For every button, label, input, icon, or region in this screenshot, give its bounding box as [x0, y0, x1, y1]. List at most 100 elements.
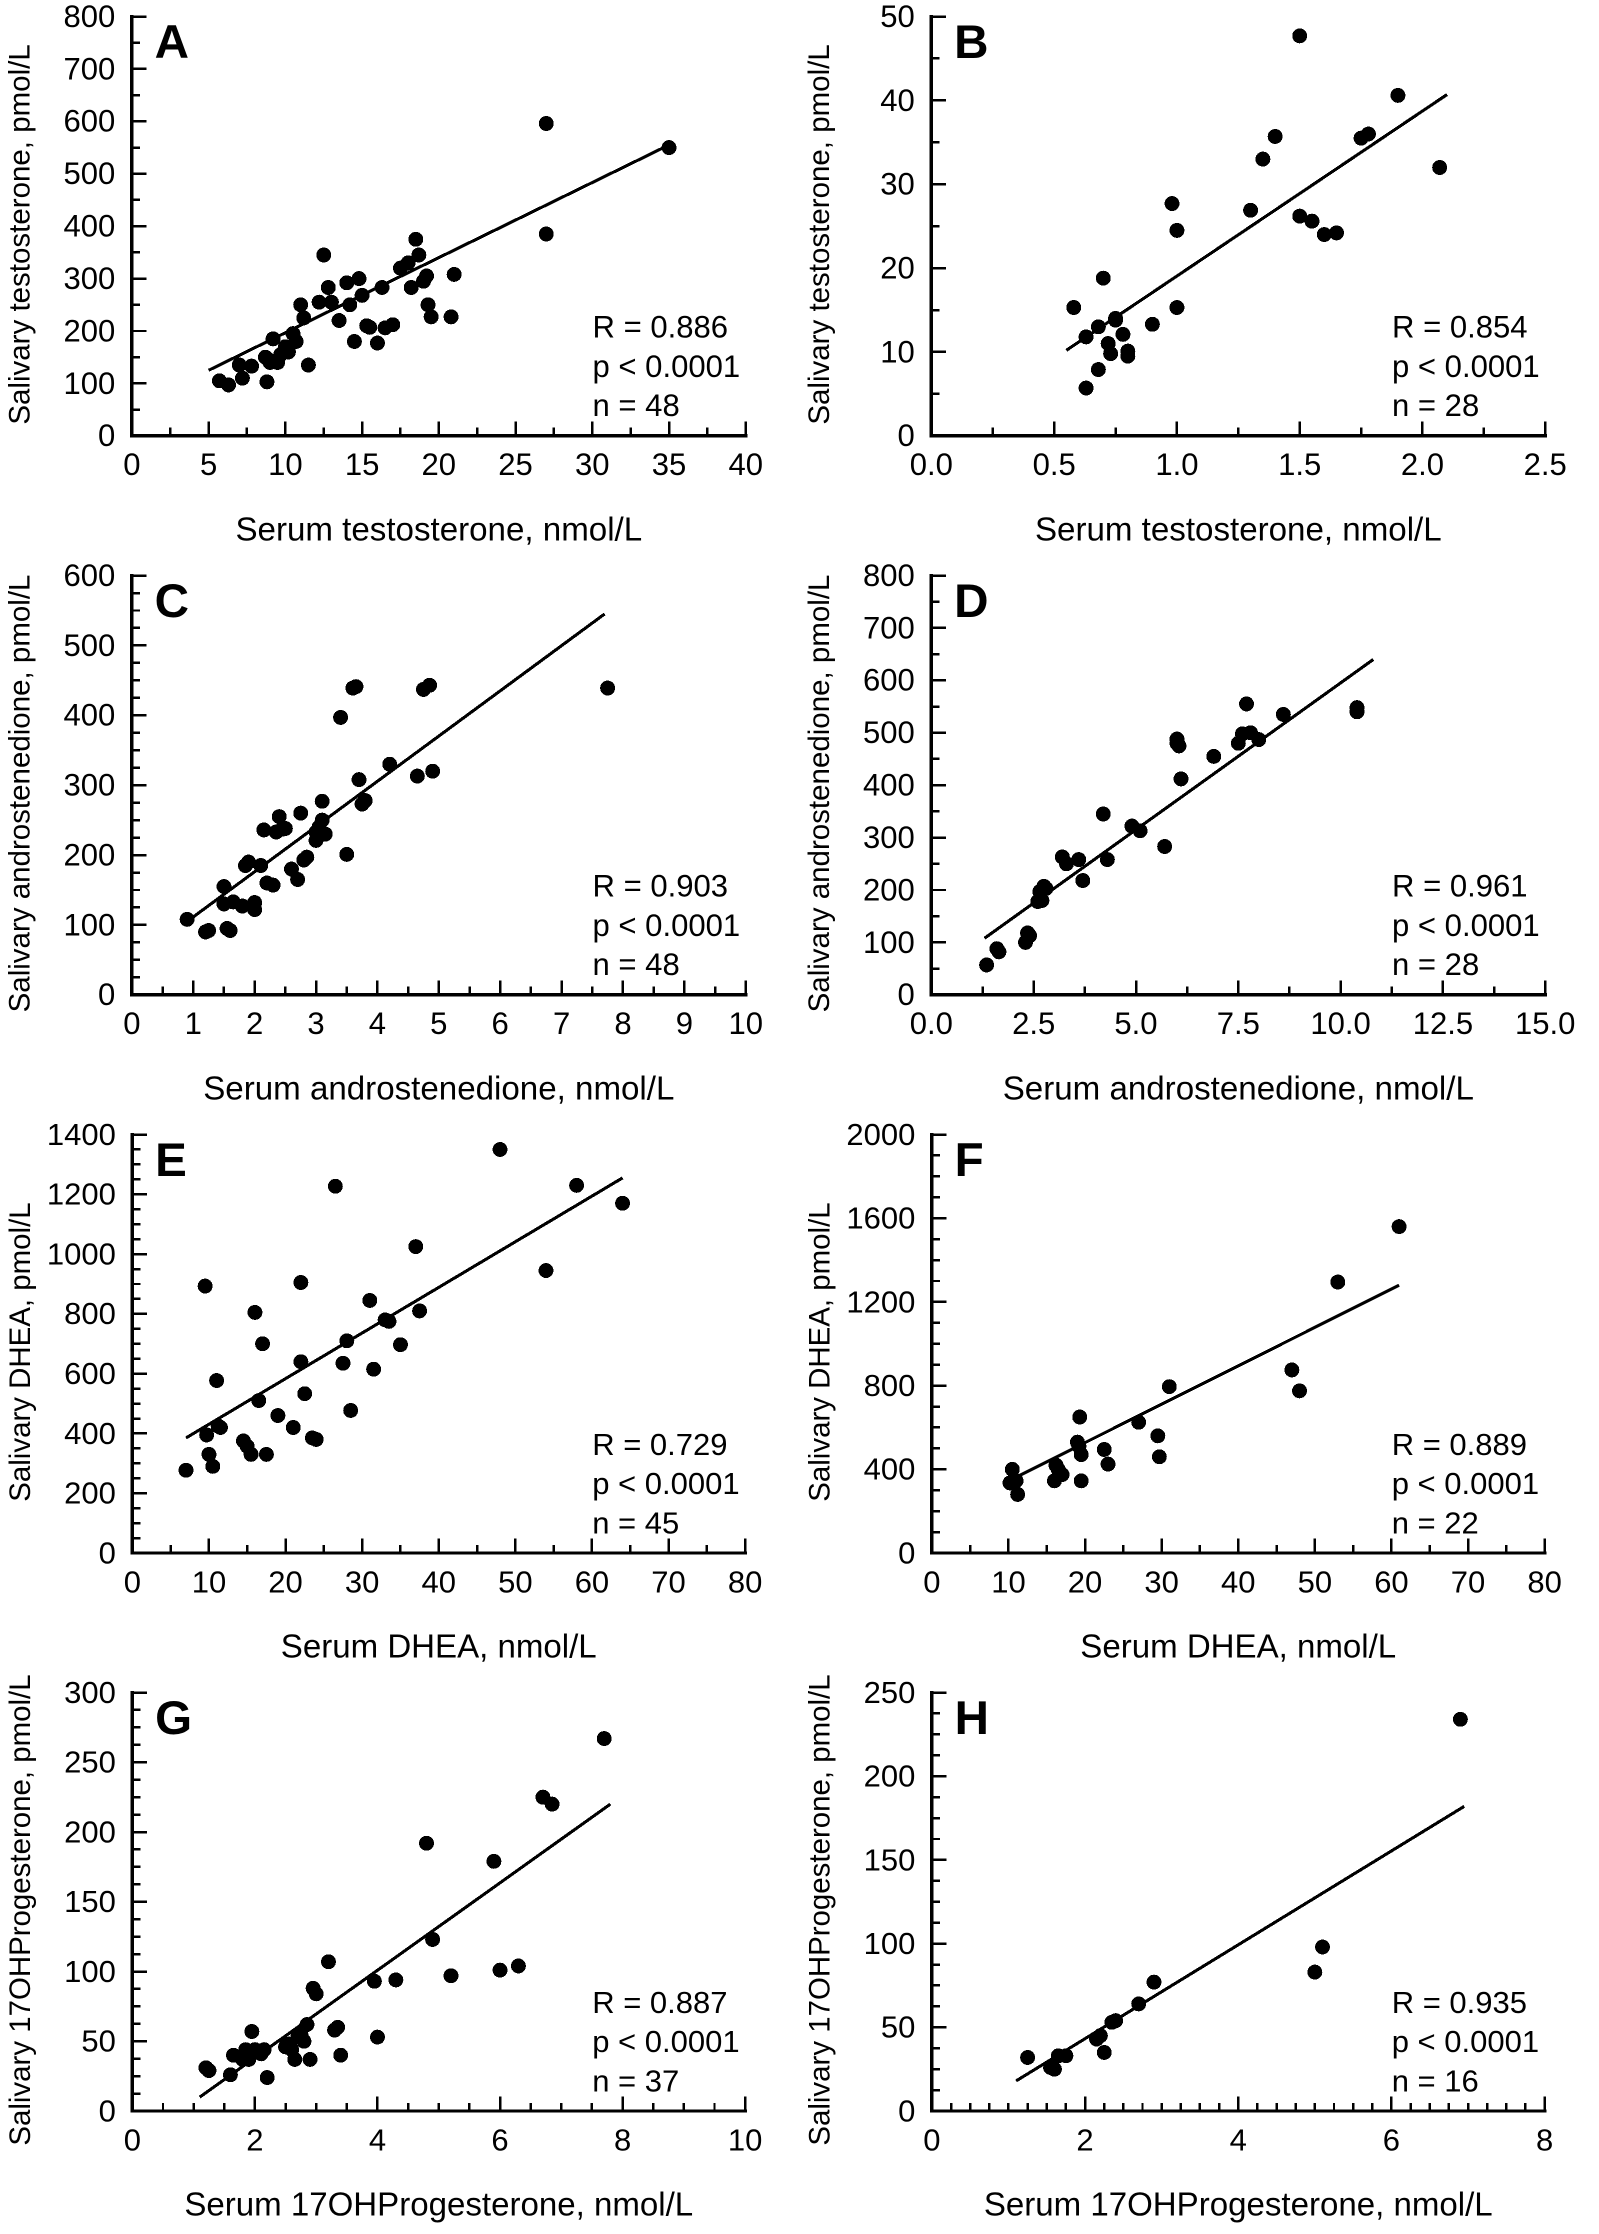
svg-text:2.5: 2.5: [1524, 447, 1567, 482]
svg-text:1200: 1200: [47, 1177, 116, 1212]
svg-text:40: 40: [422, 1564, 456, 1599]
svg-text:10: 10: [880, 334, 915, 369]
svg-text:30: 30: [345, 1564, 379, 1599]
svg-text:0: 0: [99, 2093, 116, 2128]
svg-text:50: 50: [880, 0, 915, 34]
svg-text:Salivary 17OHProgesterone, pmo: Salivary 17OHProgesterone, pmol/L: [804, 1674, 837, 2145]
svg-text:p < 0.0001: p < 0.0001: [1392, 908, 1540, 943]
svg-text:0.0: 0.0: [910, 1006, 953, 1041]
svg-text:15: 15: [345, 447, 380, 482]
svg-text:0: 0: [898, 977, 915, 1012]
svg-text:Serum DHEA, nmol/L: Serum DHEA, nmol/L: [1080, 1628, 1396, 1665]
svg-text:0: 0: [923, 2122, 940, 2157]
svg-text:p < 0.0001: p < 0.0001: [1392, 2024, 1539, 2059]
svg-text:7: 7: [553, 1006, 570, 1041]
svg-text:Salivary 17OHProgesterone, pmo: Salivary 17OHProgesterone, pmol/L: [4, 1674, 37, 2145]
svg-text:Salivary testosterone, pmol/L: Salivary testosterone, pmol/L: [803, 44, 836, 424]
svg-text:1600: 1600: [846, 1201, 915, 1236]
svg-text:6: 6: [491, 2122, 508, 2157]
svg-text:80: 80: [728, 1564, 762, 1599]
svg-text:0: 0: [898, 2093, 915, 2128]
svg-text:800: 800: [64, 0, 116, 34]
svg-text:5.0: 5.0: [1114, 1006, 1157, 1041]
svg-text:C: C: [155, 575, 189, 628]
svg-text:R = 0.854: R = 0.854: [1392, 309, 1528, 344]
svg-text:R = 0.886: R = 0.886: [593, 309, 729, 344]
svg-text:0: 0: [99, 1535, 116, 1570]
svg-text:40: 40: [1221, 1564, 1255, 1599]
svg-text:0: 0: [124, 1564, 141, 1599]
svg-text:0: 0: [123, 447, 140, 482]
svg-text:40: 40: [880, 83, 915, 118]
svg-text:1400: 1400: [47, 1117, 116, 1152]
svg-text:70: 70: [651, 1564, 685, 1599]
svg-text:n = 48: n = 48: [593, 388, 680, 423]
svg-text:500: 500: [863, 715, 915, 750]
svg-text:p < 0.0001: p < 0.0001: [592, 1466, 739, 1501]
svg-text:D: D: [954, 575, 988, 628]
svg-text:800: 800: [64, 1296, 116, 1331]
svg-text:R = 0.935: R = 0.935: [1392, 1985, 1527, 2020]
svg-text:500: 500: [64, 156, 116, 191]
svg-text:p < 0.0001: p < 0.0001: [592, 2024, 739, 2059]
svg-text:100: 100: [64, 366, 116, 401]
svg-text:200: 200: [864, 1759, 916, 1794]
svg-text:400: 400: [864, 1452, 916, 1487]
svg-text:10: 10: [991, 1564, 1025, 1599]
svg-text:7.5: 7.5: [1217, 1006, 1260, 1041]
svg-text:600: 600: [64, 104, 116, 139]
svg-text:4: 4: [369, 2122, 386, 2157]
svg-text:H: H: [955, 1692, 989, 1745]
svg-text:10: 10: [192, 1564, 226, 1599]
svg-text:n = 37: n = 37: [592, 2063, 679, 2098]
svg-text:Salivary testosterone, pmol/L: Salivary testosterone, pmol/L: [3, 44, 36, 424]
svg-text:4: 4: [1230, 2122, 1247, 2157]
svg-text:n = 28: n = 28: [1392, 947, 1479, 982]
svg-text:2: 2: [246, 2122, 263, 2157]
svg-text:4: 4: [369, 1006, 386, 1041]
svg-text:0: 0: [898, 418, 915, 453]
svg-text:1.0: 1.0: [1155, 447, 1198, 482]
svg-text:9: 9: [676, 1006, 693, 1041]
svg-text:30: 30: [575, 447, 610, 482]
svg-text:700: 700: [64, 51, 116, 86]
svg-text:20: 20: [422, 447, 457, 482]
svg-text:100: 100: [863, 925, 915, 960]
svg-text:n = 16: n = 16: [1392, 2063, 1479, 2098]
svg-text:G: G: [155, 1692, 192, 1745]
svg-text:150: 150: [64, 1884, 116, 1919]
svg-text:1: 1: [185, 1006, 202, 1041]
svg-text:200: 200: [64, 837, 116, 872]
svg-text:Serum androstenedione, nmol/L: Serum androstenedione, nmol/L: [1003, 1070, 1474, 1107]
svg-text:400: 400: [863, 768, 915, 803]
svg-text:50: 50: [81, 2024, 115, 2059]
svg-text:3: 3: [307, 1006, 324, 1041]
svg-text:0.5: 0.5: [1033, 447, 1076, 482]
svg-text:B: B: [954, 16, 988, 69]
svg-text:2000: 2000: [846, 1117, 915, 1152]
svg-text:1000: 1000: [47, 1236, 116, 1271]
svg-text:300: 300: [64, 768, 116, 803]
svg-text:2: 2: [246, 1006, 263, 1041]
svg-text:Serum testosterone, nmol/L: Serum testosterone, nmol/L: [235, 511, 642, 548]
svg-text:2: 2: [1076, 2122, 1093, 2157]
svg-text:Salivary DHEA, pmol/L: Salivary DHEA, pmol/L: [804, 1202, 837, 1501]
svg-text:150: 150: [864, 1842, 916, 1877]
svg-text:0: 0: [123, 1006, 140, 1041]
svg-text:10: 10: [728, 1006, 763, 1041]
svg-text:p < 0.0001: p < 0.0001: [1392, 1466, 1539, 1501]
svg-text:50: 50: [881, 2010, 915, 2045]
svg-text:100: 100: [864, 1926, 916, 1961]
svg-text:0: 0: [98, 977, 115, 1012]
svg-text:20: 20: [1068, 1564, 1102, 1599]
svg-text:8: 8: [614, 2122, 631, 2157]
svg-text:1.5: 1.5: [1278, 447, 1321, 482]
svg-text:A: A: [155, 16, 189, 69]
svg-text:600: 600: [64, 558, 116, 593]
svg-text:2.5: 2.5: [1012, 1006, 1055, 1041]
svg-text:60: 60: [1374, 1564, 1408, 1599]
svg-text:50: 50: [498, 1564, 532, 1599]
svg-text:20: 20: [880, 250, 915, 285]
svg-text:p < 0.0001: p < 0.0001: [593, 908, 741, 943]
svg-text:40: 40: [728, 447, 763, 482]
